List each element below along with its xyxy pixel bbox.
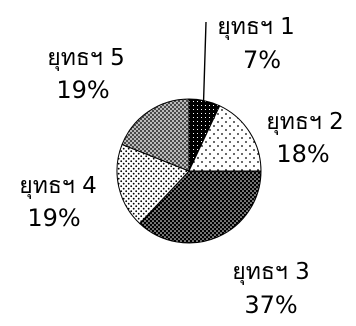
slice-label-1: ยุทธฯ 1 7% — [217, 14, 295, 74]
slice-label-4: ยุทธฯ 4 19% — [19, 173, 97, 232]
leader-line-1 — [202, 21, 207, 107]
leader-lines — [202, 21, 207, 107]
slice-name-2: ยุทธฯ 2 — [266, 109, 344, 135]
slice-value-5: 19% — [56, 76, 109, 104]
slice-value-4: 19% — [27, 204, 80, 232]
slice-name-1: ยุทธฯ 1 — [217, 14, 295, 40]
slice-name-3: ยุทธฯ 3 — [232, 259, 310, 285]
slice-label-3: ยุทธฯ 3 37% — [232, 259, 310, 319]
pie-slice-5 — [121, 98, 190, 172]
slice-label-2: ยุทธฯ 2 18% — [266, 109, 344, 168]
slice-label-5: ยุทธฯ 5 19% — [47, 45, 125, 104]
slice-name-4: ยุทธฯ 4 — [19, 173, 97, 199]
slice-value-1: 7% — [243, 46, 281, 74]
pie-slice-3 — [139, 170, 262, 244]
slice-value-3: 37% — [244, 291, 297, 319]
slice-name-5: ยุทธฯ 5 — [47, 45, 125, 71]
pie-slice-2 — [188, 105, 262, 172]
slice-value-2: 18% — [276, 140, 329, 168]
pie-slices — [116, 98, 262, 244]
